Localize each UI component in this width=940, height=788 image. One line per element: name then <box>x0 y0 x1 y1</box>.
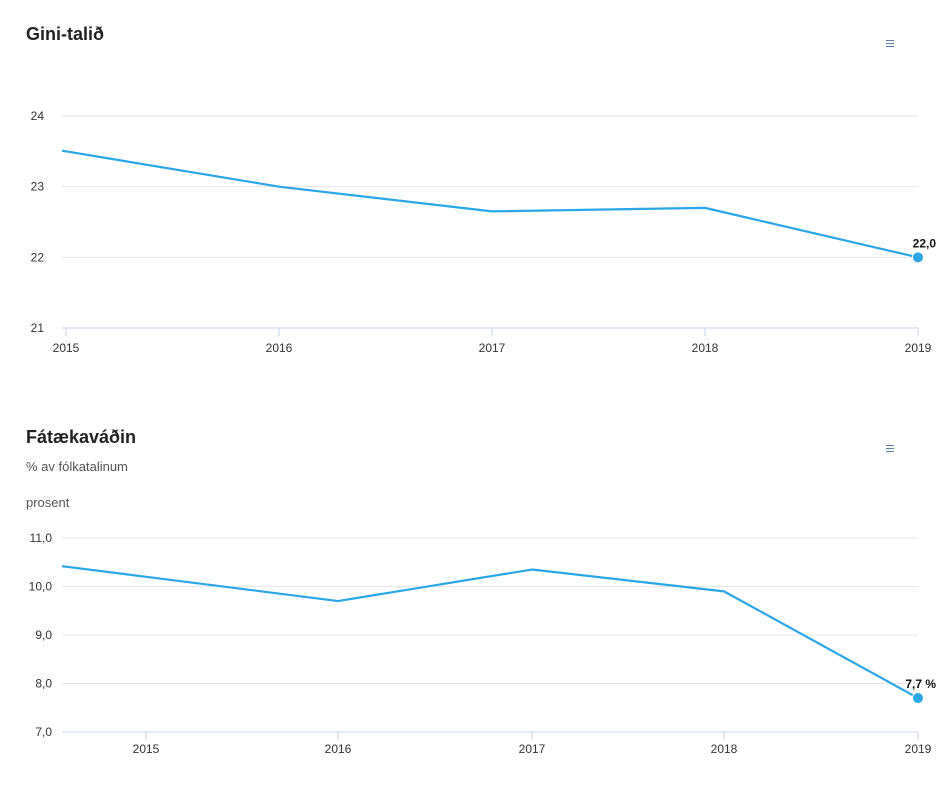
last-point-marker <box>912 692 924 705</box>
x-tick-label: 2016 <box>266 341 293 355</box>
last-point-marker <box>912 251 924 264</box>
y-tick-label: 21 <box>31 321 45 335</box>
x-tick-label: 2016 <box>325 742 352 756</box>
series-line <box>61 149 919 259</box>
data-label: 22,0 <box>913 236 937 250</box>
data-label: 7,7 % <box>905 677 936 691</box>
gini-chart: Gini-talið 21 22 23 24 2015 2016 2017 2018 2019 2… <box>0 0 940 370</box>
x-tick-label: 2018 <box>692 341 719 355</box>
y-tick-label: 7,0 <box>35 725 52 739</box>
chart-title: Fátækaváðin <box>26 427 137 447</box>
y-axis-title: prosent <box>26 495 70 510</box>
x-tick-label: 2015 <box>53 341 80 355</box>
x-tick-label: 2015 <box>133 742 160 756</box>
y-tick-label: 22 <box>31 250 45 264</box>
y-tick-label: 8,0 <box>35 677 52 691</box>
hamburger-menu-icon[interactable] <box>886 40 894 48</box>
x-tick-label: 2018 <box>711 742 738 756</box>
y-tick-label: 11,0 <box>30 531 53 545</box>
y-tick-label: 9,0 <box>35 628 52 642</box>
hamburger-menu-icon[interactable] <box>886 445 894 453</box>
poverty-risk-chart: Fátækaváðin % av fólkatalinum prosent 7,… <box>0 410 940 788</box>
series-line <box>61 565 919 700</box>
x-tick-label: 2017 <box>479 341 506 355</box>
x-tick-label: 2019 <box>905 742 932 756</box>
poverty-chart-plot: 7,0 8,0 9,0 10,0 11,0 2015 2016 2017 2018 2019 7,7… <box>29 531 937 756</box>
x-tick-label: 2017 <box>519 742 546 756</box>
y-tick-label: 24 <box>31 109 45 123</box>
chart-title: Gini-talið <box>26 24 104 44</box>
y-tick-label: 10,0 <box>29 580 53 594</box>
x-tick-label: 2019 <box>905 341 932 355</box>
gini-chart-plot: 21 22 23 24 2015 2016 2017 2018 2019 22,0 <box>31 109 937 355</box>
y-tick-label: 23 <box>31 180 45 194</box>
chart-subtitle: % av fólkatalinum <box>26 459 128 474</box>
